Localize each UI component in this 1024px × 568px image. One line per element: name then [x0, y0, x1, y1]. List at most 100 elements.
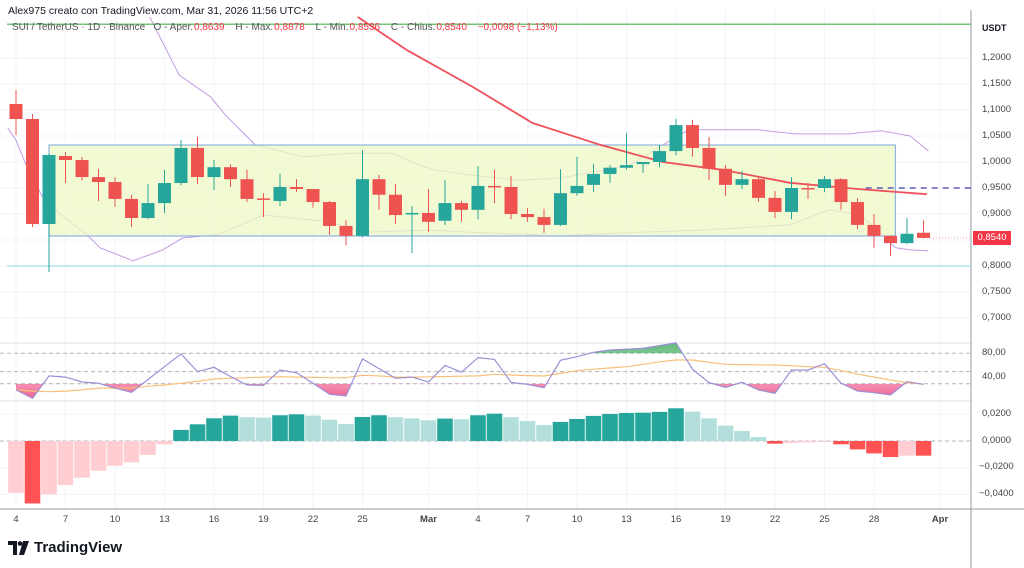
histogram-bar	[272, 415, 288, 441]
histogram-bar	[866, 441, 882, 454]
candle-body	[669, 125, 683, 152]
time-tick-label: Mar	[420, 514, 437, 525]
price-pane	[7, 16, 971, 272]
candle-body	[174, 147, 188, 184]
histogram-bar	[833, 441, 849, 445]
histogram-bar	[453, 419, 470, 441]
candle-body	[108, 182, 122, 199]
close-value: 0,8540	[436, 22, 467, 33]
histogram-bar	[602, 413, 618, 441]
candle-body	[735, 179, 749, 185]
histogram-bar	[255, 417, 272, 441]
candle-body	[290, 186, 303, 190]
histogram-bar	[74, 441, 90, 478]
macd-tick: −0,0400	[979, 488, 1014, 499]
histogram-bar	[437, 418, 453, 441]
last-price-tag: 0,8540	[973, 231, 1011, 245]
candle-body	[521, 214, 534, 218]
candle-body	[356, 179, 369, 236]
candle-body	[422, 212, 435, 222]
rsi-tick-80: 80,00	[982, 347, 1006, 358]
change-value: −0,0098 (−1,13%)	[477, 22, 558, 33]
histogram-bar	[717, 425, 734, 441]
histogram-bar	[140, 441, 156, 456]
time-tick-label: 4	[13, 514, 19, 525]
rsi-line	[15, 342, 924, 400]
high-label: H - Max.	[235, 22, 274, 33]
histogram-bar	[189, 424, 206, 441]
histogram-bar	[585, 415, 602, 441]
candle-body	[801, 188, 815, 190]
time-tick-label: 19	[720, 514, 731, 525]
candle-body	[455, 203, 468, 210]
price-tick-label: 0,7000	[982, 312, 1012, 323]
histogram-bar	[222, 415, 239, 441]
histogram-bar	[206, 418, 222, 441]
histogram-bar	[635, 412, 651, 441]
candle-body	[620, 165, 633, 168]
time-tick-label: 4	[475, 514, 481, 525]
histogram-bar	[536, 424, 552, 441]
time-tick-label: 13	[621, 514, 632, 525]
candle-body	[554, 193, 567, 225]
histogram-bar	[470, 415, 486, 441]
candle-body	[471, 185, 485, 210]
histogram-bar	[882, 441, 899, 458]
macd-tick: 0,0200	[982, 408, 1012, 419]
candle-body	[141, 203, 155, 219]
time-tick-label: 10	[109, 514, 121, 525]
candle-body	[587, 173, 600, 185]
symbol-name[interactable]: SUI / TetherUS · 1D · Binance	[12, 22, 146, 33]
histogram-bar	[750, 436, 767, 441]
histogram-bar	[305, 415, 321, 441]
tradingview-logo[interactable]: TradingView	[8, 539, 122, 556]
candle-body	[851, 202, 864, 225]
time-tick-label: 16	[670, 514, 682, 525]
rsi-oversold-fill	[16, 383, 924, 399]
candle-body	[323, 202, 336, 226]
chart-attribution: Alex975 creato con TradingView.com, Mar …	[8, 5, 314, 17]
candle-body	[537, 217, 551, 225]
high-value: 0,8878	[274, 22, 305, 33]
histogram-bar	[800, 441, 816, 443]
candle-body	[257, 198, 270, 200]
histogram-bar	[371, 415, 387, 441]
candle-body	[42, 154, 56, 224]
histogram-bar	[123, 441, 140, 463]
candle-body	[768, 197, 782, 212]
candle-body	[884, 235, 897, 244]
time-tick-label: Apr	[931, 514, 949, 525]
candle-body	[339, 225, 353, 236]
candle-body	[207, 167, 221, 178]
histogram-bar	[503, 417, 519, 441]
time-tick-label: 16	[208, 514, 220, 525]
open-value: 0,8639	[194, 22, 225, 33]
histogram-bar	[57, 441, 74, 486]
histogram-bar	[41, 441, 57, 495]
histogram-bar	[849, 441, 866, 450]
histogram-bar	[519, 420, 536, 441]
histogram-bar	[552, 421, 569, 441]
candle-body	[867, 224, 881, 236]
price-tick-label: 1,1000	[982, 104, 1012, 115]
histogram-bar	[783, 441, 800, 444]
histogram-bar	[387, 417, 404, 441]
histogram-bar	[404, 418, 420, 441]
time-tick-label: 19	[258, 514, 269, 525]
histogram-bar	[486, 413, 503, 441]
candle-body	[785, 188, 798, 212]
histogram-bar	[915, 441, 932, 456]
rsi-tick-40: 40,00	[982, 371, 1006, 382]
time-tick-label: 7	[62, 514, 69, 525]
candle-body	[224, 167, 237, 180]
candle-body	[818, 179, 831, 188]
macd-tick: −0,0200	[979, 461, 1014, 472]
histogram-bar	[734, 430, 750, 441]
candle-body	[405, 212, 419, 215]
candle-body	[752, 179, 765, 198]
candle-body	[917, 232, 930, 238]
candle-body	[273, 186, 287, 201]
histogram-bar	[420, 420, 437, 441]
low-value: 0,8536	[349, 22, 381, 33]
